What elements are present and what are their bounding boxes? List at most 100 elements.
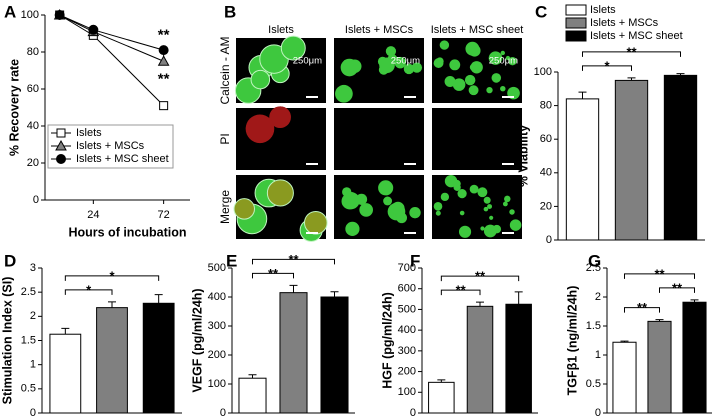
cell bbox=[411, 62, 423, 73]
cell bbox=[464, 74, 476, 86]
column-header: Islets + MSC sheet bbox=[431, 24, 524, 36]
y-tick-label: 0 bbox=[546, 234, 552, 246]
cell bbox=[379, 57, 395, 74]
y-tick-label: 0.5 bbox=[586, 378, 601, 390]
y-tick-label: 40 bbox=[540, 167, 552, 179]
cell bbox=[396, 212, 408, 224]
cell bbox=[469, 63, 477, 71]
row-label: Merge bbox=[218, 190, 232, 224]
y-tick-label: 300 bbox=[208, 320, 226, 332]
significance-bracket bbox=[624, 273, 695, 279]
significance-label: ** bbox=[672, 280, 683, 295]
cell bbox=[391, 201, 405, 216]
cell bbox=[385, 46, 397, 57]
y-axis-title: HGF (pg/ml/24h) bbox=[380, 292, 394, 389]
cell bbox=[233, 198, 255, 220]
cell bbox=[269, 106, 291, 129]
y-tick-label: 700 bbox=[398, 262, 416, 274]
marker bbox=[158, 45, 169, 56]
cell bbox=[280, 35, 306, 61]
cell bbox=[486, 86, 493, 94]
cell bbox=[491, 73, 502, 83]
significance-bracket bbox=[440, 289, 481, 296]
cell bbox=[449, 59, 461, 71]
y-tick-label: 200 bbox=[398, 365, 416, 377]
cell bbox=[383, 196, 393, 206]
bar bbox=[428, 381, 455, 414]
scale-label: 250μm bbox=[293, 56, 322, 67]
y-tick-label: 20 bbox=[540, 200, 552, 212]
cell bbox=[409, 207, 421, 219]
legend-swatch bbox=[565, 30, 587, 42]
row-label: PI bbox=[218, 133, 232, 144]
significance-bracket bbox=[64, 289, 113, 295]
y-tick-label: 400 bbox=[398, 324, 416, 336]
cell bbox=[403, 63, 415, 75]
y-tick-label: 60 bbox=[540, 133, 552, 145]
y-tick-label: 2.5 bbox=[21, 286, 36, 298]
cell bbox=[500, 50, 505, 56]
significance-bracket bbox=[582, 65, 632, 71]
cell bbox=[483, 206, 489, 212]
bar bbox=[682, 301, 707, 414]
significance-label: ** bbox=[626, 44, 637, 59]
y-tick-label: 600 bbox=[398, 283, 416, 295]
scale-label: 250μm bbox=[489, 56, 518, 67]
panel-label: B bbox=[224, 2, 236, 21]
significance-bracket bbox=[624, 307, 660, 313]
cell bbox=[440, 192, 450, 202]
cell bbox=[458, 225, 472, 238]
cell bbox=[245, 114, 275, 144]
y-tick-label: 0 bbox=[33, 194, 39, 206]
cell bbox=[477, 187, 488, 198]
legend-label: Islets + MSCs bbox=[590, 17, 659, 29]
cell bbox=[439, 40, 450, 50]
x-tick-label: 72 bbox=[158, 209, 170, 221]
bar bbox=[614, 79, 649, 241]
legend-marker bbox=[55, 139, 67, 151]
cell bbox=[452, 78, 466, 91]
significance-label: ** bbox=[654, 266, 665, 281]
cell bbox=[435, 210, 441, 216]
annotation: ** bbox=[158, 26, 170, 43]
y-tick-label: 0 bbox=[595, 407, 601, 419]
y-tick-label: 300 bbox=[398, 345, 416, 357]
cell bbox=[359, 203, 374, 217]
significance-label: * bbox=[109, 268, 115, 283]
cell bbox=[266, 179, 294, 207]
cell bbox=[504, 195, 511, 203]
y-axis-title: % Viability bbox=[516, 125, 530, 187]
legend-marker bbox=[56, 128, 66, 138]
y-tick-label: 2.5 bbox=[586, 262, 601, 274]
bar bbox=[612, 341, 637, 414]
bar bbox=[279, 292, 308, 414]
series-line bbox=[59, 14, 164, 107]
micrograph bbox=[334, 108, 424, 170]
y-tick-label: 20 bbox=[27, 157, 39, 169]
significance-label: * bbox=[86, 282, 92, 297]
cell bbox=[444, 75, 456, 87]
cell bbox=[505, 55, 511, 61]
cell bbox=[480, 226, 485, 231]
error-bar bbox=[154, 294, 163, 304]
significance-bracket bbox=[659, 287, 695, 293]
y-tick-label: 500 bbox=[398, 303, 416, 315]
y-tick-label: 60 bbox=[27, 83, 39, 95]
cell bbox=[469, 184, 479, 194]
bar bbox=[96, 307, 128, 414]
cell bbox=[459, 210, 465, 216]
y-tick-label: 100 bbox=[398, 386, 416, 398]
y-tick-label: 0 bbox=[220, 407, 226, 419]
y-tick-label: 400 bbox=[208, 291, 226, 303]
panel-label: F bbox=[410, 251, 420, 270]
marker bbox=[159, 101, 169, 111]
column-header: Islets + MSCs bbox=[345, 24, 414, 36]
cell bbox=[502, 201, 508, 207]
y-axis-title: VEGF (pg/ml/24h) bbox=[190, 288, 204, 392]
error-bar bbox=[289, 284, 298, 293]
y-tick-label: 1 bbox=[30, 359, 36, 371]
y-tick-label: 100 bbox=[534, 66, 552, 78]
cell bbox=[509, 219, 522, 231]
cell bbox=[444, 174, 458, 188]
y-axis-title: TGFβ1 (ng/ml/24h) bbox=[565, 286, 579, 396]
